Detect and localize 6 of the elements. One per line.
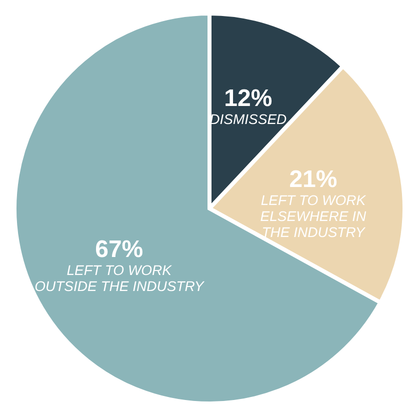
slice-label: LEFT TO WORK OUTSIDE THE INDUSTRY [34, 262, 206, 294]
slice-label: LEFT TO WORK ELSEWHERE IN THE INDUSTRY [260, 192, 367, 240]
data-label: 21% [289, 166, 338, 194]
slice-label: DISMISSED [210, 110, 287, 127]
data-label: 12% [224, 84, 272, 112]
data-label: 67% [95, 236, 144, 263]
